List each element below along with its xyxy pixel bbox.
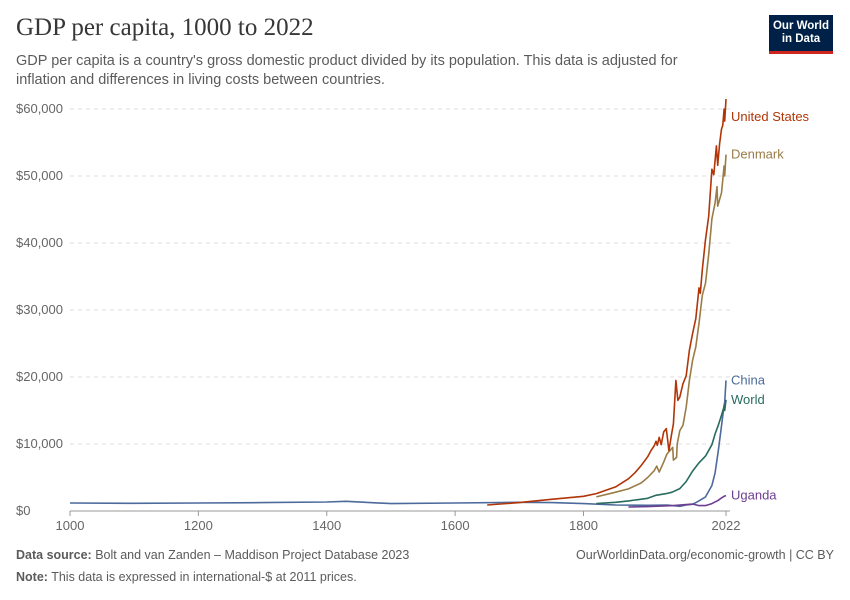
chart-subtitle: GDP per capita is a country's gross dome… — [16, 53, 678, 88]
x-tick-label: 1600 — [441, 518, 470, 533]
x-tick-label: 1400 — [312, 518, 341, 533]
y-tick-label: $40,000 — [16, 235, 63, 250]
y-tick-label: $30,000 — [16, 302, 63, 317]
y-tick-label: $20,000 — [16, 369, 63, 384]
y-tick-label: $0 — [16, 503, 30, 518]
series-label-world[interactable]: World — [731, 392, 765, 407]
x-tick-label: 1200 — [184, 518, 213, 533]
x-tick-label: 2022 — [712, 518, 741, 533]
y-tick-label: $10,000 — [16, 436, 63, 451]
chart-title: GDP per capita, 1000 to 2022 — [16, 14, 314, 41]
logo-line-2: in Data — [781, 33, 821, 45]
series-labels: United States Denmark China World Uganda — [731, 109, 810, 503]
owid-link[interactable]: OurWorldinData.org/economic-growth | CC … — [576, 548, 834, 562]
series-line-denmark[interactable] — [596, 154, 727, 498]
y-tick-label: $50,000 — [16, 168, 63, 183]
series-line-china[interactable] — [69, 380, 727, 508]
x-axis: 1000 1200 1400 1600 1800 2022 — [56, 510, 741, 533]
grid-lines — [70, 108, 730, 445]
series-label-denmark[interactable]: Denmark — [731, 147, 784, 162]
series-label-uganda[interactable]: Uganda — [731, 488, 777, 503]
note-label: Note: — [16, 570, 48, 584]
x-tick-label: 1800 — [569, 518, 598, 533]
logo-line-1: Our World — [772, 20, 829, 32]
series-line-uganda[interactable] — [628, 494, 727, 508]
y-tick-label: $60,000 — [16, 101, 63, 116]
series-line-world[interactable] — [596, 399, 727, 505]
data-source: Data source: Bolt and van Zanden – Maddi… — [16, 548, 409, 562]
note-text: This data is expressed in international-… — [51, 570, 357, 584]
x-tick-label: 1000 — [56, 518, 85, 533]
source-label: Data source: — [16, 548, 92, 562]
data-note: Note: This data is expressed in internat… — [16, 570, 357, 584]
y-axis: $0 $10,000 $20,000 $30,000 $40,000 $50,000 $60… — [16, 101, 63, 518]
owid-logo[interactable]: Our World in Data — [769, 15, 833, 54]
series-label-united-states[interactable]: United States — [731, 109, 810, 124]
series-lines — [69, 98, 727, 508]
series-line-united-states[interactable] — [487, 98, 727, 506]
series-label-china[interactable]: China — [731, 372, 766, 387]
source-text[interactable]: Bolt and van Zanden – Maddison Project D… — [95, 548, 410, 562]
